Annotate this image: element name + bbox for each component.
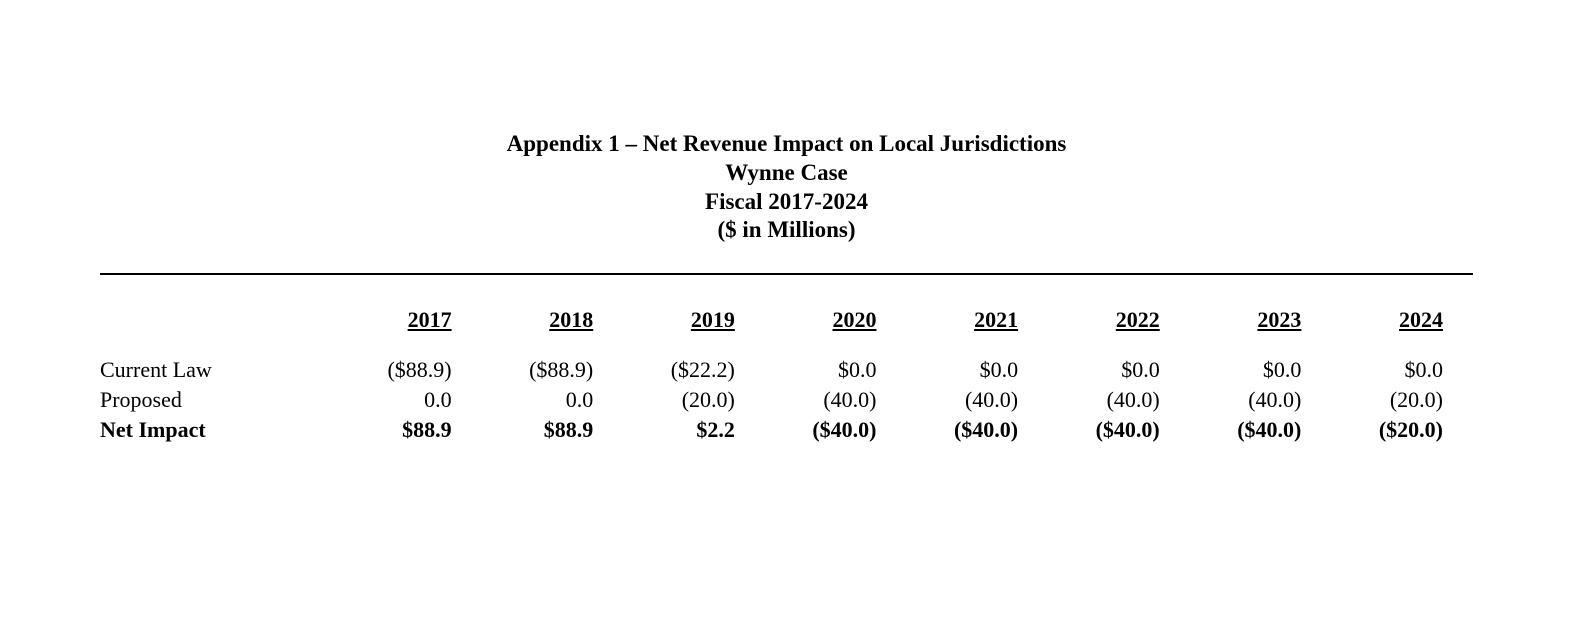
- table-cell: ($40.0): [1048, 415, 1190, 445]
- title-line-4: ($ in Millions): [100, 216, 1473, 245]
- table-cell: ($20.0): [1331, 415, 1473, 445]
- column-header-2017: 2017: [340, 305, 482, 355]
- column-header-2024: 2024: [1331, 305, 1473, 355]
- revenue-impact-table: 20172018201920202021202220232024Current …: [100, 305, 1473, 445]
- table-cell: $0.0: [1048, 355, 1190, 385]
- table-cell: $88.9: [340, 415, 482, 445]
- column-header-2018: 2018: [482, 305, 624, 355]
- table-row: Current Law($88.9)($88.9)($22.2)$0.0$0.0…: [100, 355, 1473, 385]
- row-label: Proposed: [100, 385, 340, 415]
- table-cell: ($40.0): [1190, 415, 1332, 445]
- table-cell: (20.0): [623, 385, 765, 415]
- table-cell: (40.0): [765, 385, 907, 415]
- table-cell: $2.2: [623, 415, 765, 445]
- column-header-2023: 2023: [1190, 305, 1332, 355]
- table-row: Proposed0.00.0(20.0)(40.0)(40.0)(40.0)(4…: [100, 385, 1473, 415]
- column-header-2022: 2022: [1048, 305, 1190, 355]
- table-cell: (20.0): [1331, 385, 1473, 415]
- table-cell: $0.0: [1190, 355, 1332, 385]
- table-cell: ($40.0): [765, 415, 907, 445]
- table-cell: ($88.9): [482, 355, 624, 385]
- table-cell: 0.0: [340, 385, 482, 415]
- table-cell: (40.0): [1190, 385, 1332, 415]
- table-cell: 0.0: [482, 385, 624, 415]
- table-cell: ($40.0): [907, 415, 1049, 445]
- table-cell: ($22.2): [623, 355, 765, 385]
- table-cell: $0.0: [765, 355, 907, 385]
- column-header-2021: 2021: [907, 305, 1049, 355]
- title-line-3: Fiscal 2017-2024: [100, 188, 1473, 217]
- table-cell: $0.0: [907, 355, 1049, 385]
- table-cell: (40.0): [1048, 385, 1190, 415]
- table-cell: $0.0: [1331, 355, 1473, 385]
- table-cell: (40.0): [907, 385, 1049, 415]
- table-row: Net Impact$88.9$88.9$2.2($40.0)($40.0)($…: [100, 415, 1473, 445]
- row-label: Net Impact: [100, 415, 340, 445]
- row-label: Current Law: [100, 355, 340, 385]
- column-header-2019: 2019: [623, 305, 765, 355]
- column-header-2020: 2020: [765, 305, 907, 355]
- table-cell: ($88.9): [340, 355, 482, 385]
- title-line-1: Appendix 1 – Net Revenue Impact on Local…: [100, 130, 1473, 159]
- table-cell: $88.9: [482, 415, 624, 445]
- horizontal-rule: [100, 273, 1473, 275]
- table-title: Appendix 1 – Net Revenue Impact on Local…: [100, 130, 1473, 245]
- table-header-empty: [100, 305, 340, 355]
- title-line-2: Wynne Case: [100, 159, 1473, 188]
